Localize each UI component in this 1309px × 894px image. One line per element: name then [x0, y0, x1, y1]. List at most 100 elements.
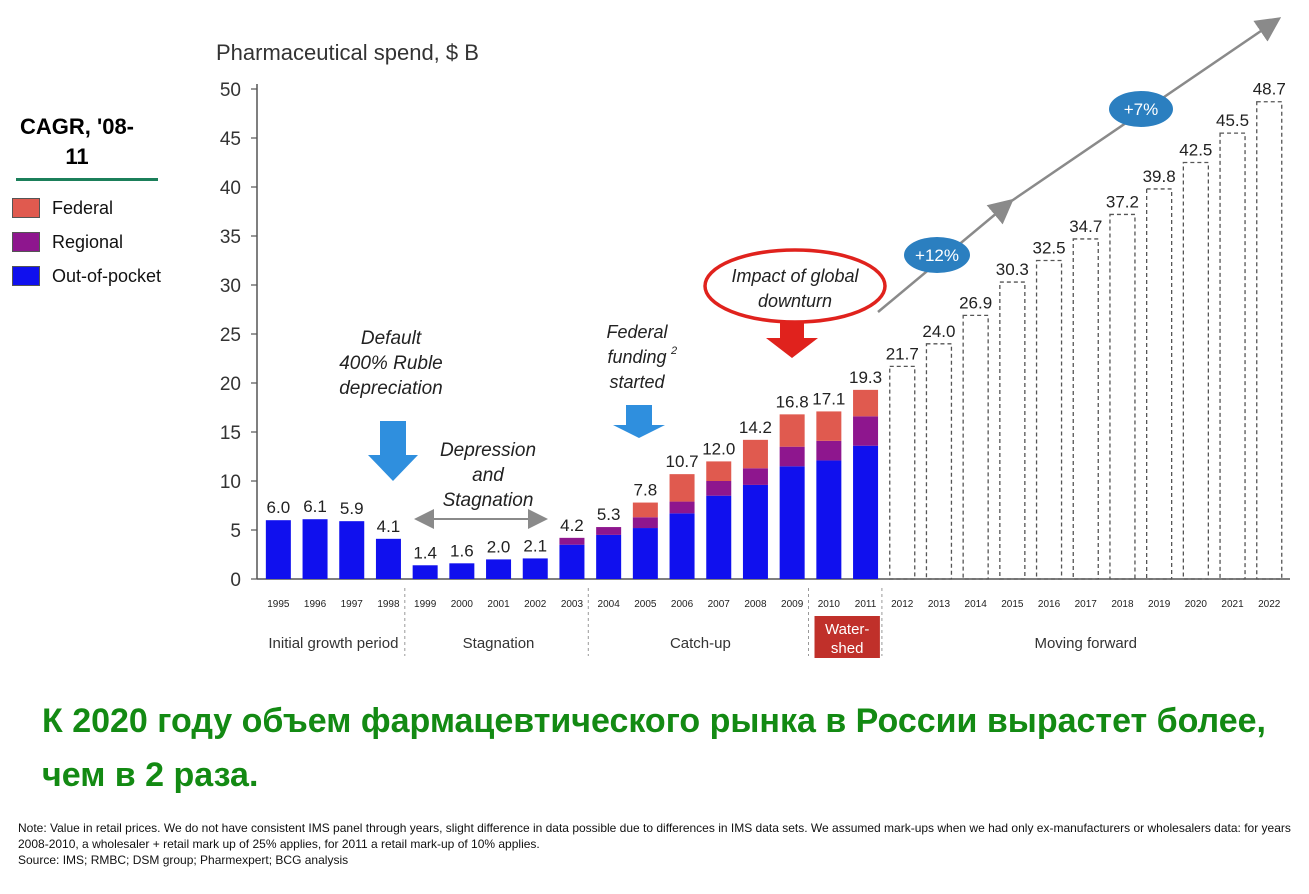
cagr-badge-7 [1109, 91, 1173, 127]
period-label-moving-forward: Moving forward [1034, 635, 1137, 652]
legend-divider [16, 178, 158, 181]
value-label-2018: 37.2 [1106, 192, 1139, 211]
value-label-2000: 1.6 [450, 541, 474, 560]
x-tick-label: 2020 [1185, 599, 1208, 610]
period-label-catch-up: Catch-up [670, 635, 731, 652]
legend: CAGR, '08-11 Federal Regional Out-of-pocke… [12, 112, 172, 293]
value-label-2009: 16.8 [776, 392, 809, 411]
cagr-badge-12 [904, 237, 970, 273]
period-label-water-shed: Water- [825, 621, 869, 638]
bar-federal-2006 [669, 474, 695, 502]
legend-label: Regional [52, 231, 124, 252]
source-text: Source: IMS; RMBC; DSM group; Pharmexper… [18, 853, 349, 867]
headline: К 2020 году объем фармацевтического рынк… [42, 702, 1266, 794]
annotation-impact-line-2: downturn [758, 291, 832, 311]
value-label-2001: 2.0 [487, 537, 511, 556]
period-label-initial-growth-period: Initial growth period [268, 635, 398, 652]
bar-out-of-pocket-2009 [779, 466, 805, 579]
x-tick-label: 2015 [1001, 599, 1024, 610]
cagr-badge-12-label: +12% [915, 246, 959, 265]
bar-out-of-pocket-2007 [706, 495, 732, 579]
x-tick-label: 2009 [781, 599, 804, 610]
bar-regional-2009 [779, 446, 805, 467]
y-tick-label: 40 [220, 178, 241, 199]
value-label-2021: 45.5 [1216, 111, 1249, 130]
annotation-default-line-3: depreciation [339, 378, 443, 399]
y-tick-label: 10 [220, 472, 241, 493]
annotation-depression-line-1: Depression [440, 440, 536, 461]
bar-federal-2011 [853, 389, 879, 417]
forecast-bar-2013 [925, 343, 953, 580]
chart-title: Pharmaceutical spend, $ B [216, 40, 479, 65]
forecast-bar-2019 [1146, 188, 1173, 580]
bar-out-of-pocket-1999 [412, 565, 438, 579]
x-tick-label: 2007 [708, 599, 731, 610]
x-tick-label: 2022 [1258, 599, 1281, 610]
down-arrow-icon [766, 322, 818, 358]
bar-out-of-pocket-1998 [375, 538, 401, 579]
value-label-2013: 24.0 [922, 322, 955, 341]
value-label-2003: 4.2 [560, 516, 584, 535]
value-label-2005: 7.8 [634, 481, 658, 500]
forecast-bar-2016 [1035, 259, 1063, 580]
x-tick-label: 1998 [377, 599, 400, 610]
x-tick-label: 2004 [598, 599, 621, 610]
x-tick-label: 2012 [891, 599, 914, 610]
forecast-bar-2021 [1219, 132, 1246, 580]
value-label-2020: 42.5 [1179, 141, 1212, 160]
x-tick-label: 2008 [744, 599, 767, 610]
value-label-1998: 4.1 [377, 517, 401, 536]
annotation-federal-funding-line-2: funding [607, 347, 666, 367]
note-text: Note: Value in retail prices. We do not … [18, 821, 1291, 851]
forecast-bar-2012 [889, 365, 916, 580]
down-arrow-icon [613, 405, 665, 438]
value-label-2014: 26.9 [959, 293, 992, 312]
bar-out-of-pocket-2010 [816, 460, 842, 579]
forecast-bar-2015 [999, 281, 1026, 580]
down-arrow-icon [368, 421, 418, 481]
bar-regional-2011 [853, 416, 879, 446]
y-tick-label: 25 [220, 325, 241, 346]
value-label-1997: 5.9 [340, 499, 364, 518]
bar-out-of-pocket-2011 [853, 445, 879, 579]
annotation-superscript: 2 [670, 345, 677, 357]
cagr-badge-7-label: +7% [1124, 100, 1159, 119]
period-label-stagnation: Stagnation [463, 635, 535, 652]
bar-federal-2007 [706, 461, 732, 481]
annotation-federal-funding-line-3: started [609, 372, 665, 392]
annotation-depression-line-2: and [472, 465, 505, 486]
bar-regional-2005 [632, 517, 658, 529]
value-label-2007: 12.0 [702, 439, 735, 458]
value-label-2022: 48.7 [1253, 80, 1286, 99]
footnotes: Note: Value in retail prices. We do not … [18, 820, 1298, 868]
value-label-1996: 6.1 [303, 497, 327, 516]
value-label-2002: 2.1 [523, 536, 547, 555]
value-label-1995: 6.0 [267, 498, 291, 517]
bar-regional-2008 [742, 468, 768, 485]
bar-out-of-pocket-2005 [632, 528, 658, 579]
bar-out-of-pocket-2006 [669, 513, 695, 579]
bar-regional-2003 [559, 537, 585, 545]
x-tick-label: 2002 [524, 599, 547, 610]
bar-regional-2006 [669, 501, 695, 514]
bar-out-of-pocket-2001 [486, 559, 512, 579]
bar-out-of-pocket-1995 [265, 520, 291, 579]
bar-regional-2004 [596, 527, 622, 535]
bar-out-of-pocket-2008 [742, 484, 768, 579]
x-tick-label: 2003 [561, 599, 584, 610]
pharma-spend-chart: Pharmaceutical spend, $ B 0 5 10 15 20 25 30 35… [216, 17, 1290, 658]
y-tick-label: 45 [220, 129, 241, 150]
bar-federal-2010 [816, 411, 842, 441]
x-tick-label: 2000 [451, 599, 474, 610]
x-tick-label: 1995 [267, 599, 290, 610]
legend-item-regional: Regional [12, 225, 172, 259]
x-tick-label: 2017 [1075, 599, 1098, 610]
value-label-2011: 19.3 [849, 368, 882, 387]
legend-item-out-of-pocket: Out-of-pocket [12, 259, 172, 293]
y-tick-label: 15 [220, 423, 241, 444]
forecast-bar-2020 [1182, 161, 1209, 580]
value-label-2008: 14.2 [739, 418, 772, 437]
value-label-2019: 39.8 [1143, 167, 1176, 186]
legend-swatch [12, 198, 40, 218]
value-label-2016: 32.5 [1033, 239, 1066, 258]
